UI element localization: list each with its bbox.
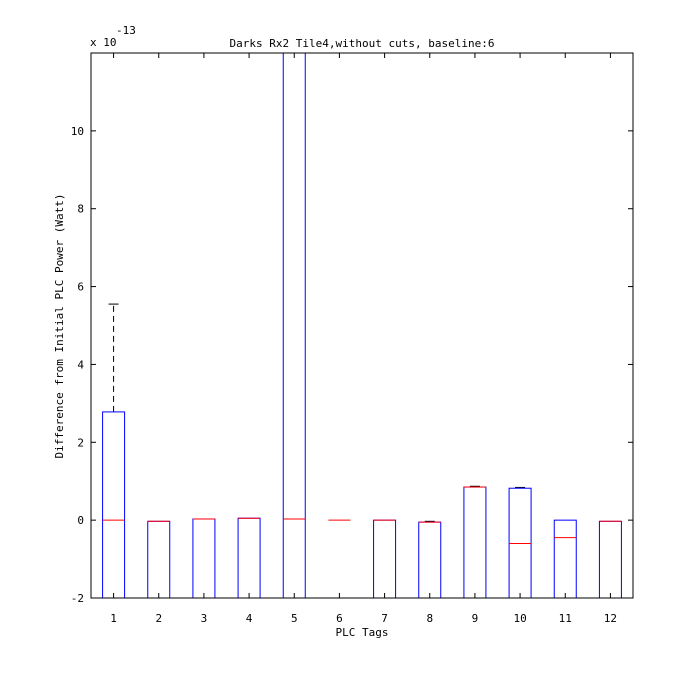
x-tick-label-6: 6 <box>336 612 343 625</box>
y-axis-label: Difference from Initial PLC Power (Watt) <box>53 194 66 459</box>
x-tick-label-4: 4 <box>246 612 253 625</box>
x-tick-label-12: 12 <box>604 612 617 625</box>
y-exponent-power: -13 <box>116 24 136 37</box>
box-12 <box>598 520 622 599</box>
box-10 <box>508 486 532 599</box>
box-body-4 <box>237 517 261 599</box>
box-4 <box>237 517 261 599</box>
box-body-1 <box>102 411 126 599</box>
x-tick-label-10: 10 <box>513 612 526 625</box>
axes-frame <box>90 52 634 599</box>
y-exponent-base: x 10 <box>90 36 117 49</box>
x-tick-label-2: 2 <box>155 612 162 625</box>
box-7 <box>373 519 397 599</box>
box-11 <box>553 519 577 599</box>
plot-marks <box>102 52 622 599</box>
x-axis-label: PLC Tags <box>336 626 389 639</box>
box-body-7 <box>373 519 397 599</box>
box-body-5 <box>282 52 306 599</box>
box-body-2 <box>147 520 171 599</box>
chart-title: Darks Rx2 Tile4,without cuts, baseline:6 <box>230 37 495 50</box>
box-3 <box>192 518 216 599</box>
y-tick-label-8: 8 <box>77 203 84 216</box>
box-body-9 <box>463 486 487 599</box>
y-tick-label-0: 0 <box>77 514 84 527</box>
x-tick-label-8: 8 <box>426 612 433 625</box>
y-tick-label-10: 10 <box>71 125 84 138</box>
x-tick-label-9: 9 <box>472 612 479 625</box>
y-tick-label--2: -2 <box>71 592 84 605</box>
box-8 <box>418 520 442 599</box>
y-tick-label-4: 4 <box>77 358 84 371</box>
box-body-11 <box>553 519 577 599</box>
x-tick-label-7: 7 <box>381 612 388 625</box>
x-tick-label-3: 3 <box>201 612 208 625</box>
box-body-12 <box>598 520 622 599</box>
box-1 <box>102 303 126 599</box>
box-body-3 <box>192 518 216 599</box>
y-tick-label-2: 2 <box>77 436 84 449</box>
x-tick-label-11: 11 <box>559 612 572 625</box>
box-9 <box>463 485 487 599</box>
box-5 <box>282 52 306 599</box>
box-body-8 <box>418 521 442 599</box>
box-2 <box>147 520 171 599</box>
x-tick-label-5: 5 <box>291 612 298 625</box>
y-tick-label-6: 6 <box>77 281 84 294</box>
x-tick-label-1: 1 <box>110 612 117 625</box>
